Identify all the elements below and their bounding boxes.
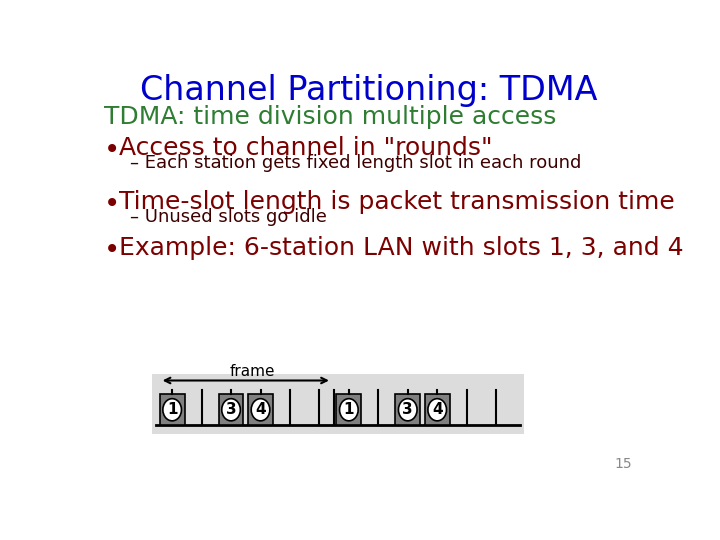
Ellipse shape (251, 399, 270, 421)
Text: Time-slot length is packet transmission time: Time-slot length is packet transmission … (120, 190, 675, 213)
Bar (425, 394, 449, 425)
Text: Example: 6-station LAN with slots 1, 3, and 4: Example: 6-station LAN with slots 1, 3, … (120, 236, 684, 260)
Ellipse shape (222, 399, 240, 421)
Bar (336, 394, 361, 425)
Text: frame: frame (229, 364, 275, 379)
Ellipse shape (428, 399, 446, 421)
Text: 1: 1 (167, 402, 177, 417)
Bar (160, 394, 184, 425)
Bar (219, 394, 243, 425)
Text: Channel Partitioning: TDMA: Channel Partitioning: TDMA (140, 74, 598, 107)
Text: Access to channel in "rounds": Access to channel in "rounds" (120, 136, 493, 160)
Text: •: • (104, 190, 120, 218)
Text: 4: 4 (255, 402, 266, 417)
Text: •: • (104, 136, 120, 164)
Text: – Unused slots go idle: – Unused slots go idle (130, 208, 327, 226)
Ellipse shape (163, 399, 181, 421)
Bar (395, 394, 420, 425)
Text: – Each station gets fixed length slot in each round: – Each station gets fixed length slot in… (130, 154, 582, 172)
Ellipse shape (398, 399, 417, 421)
Text: 15: 15 (615, 457, 632, 471)
Bar (248, 394, 273, 425)
Ellipse shape (340, 399, 358, 421)
Text: •: • (104, 236, 120, 264)
Bar (152, 374, 524, 434)
Text: TDMA: time division multiple access: TDMA: time division multiple access (104, 105, 557, 129)
Text: 3: 3 (226, 402, 236, 417)
Text: 3: 3 (402, 402, 413, 417)
Text: 1: 1 (343, 402, 354, 417)
Text: 4: 4 (432, 402, 443, 417)
